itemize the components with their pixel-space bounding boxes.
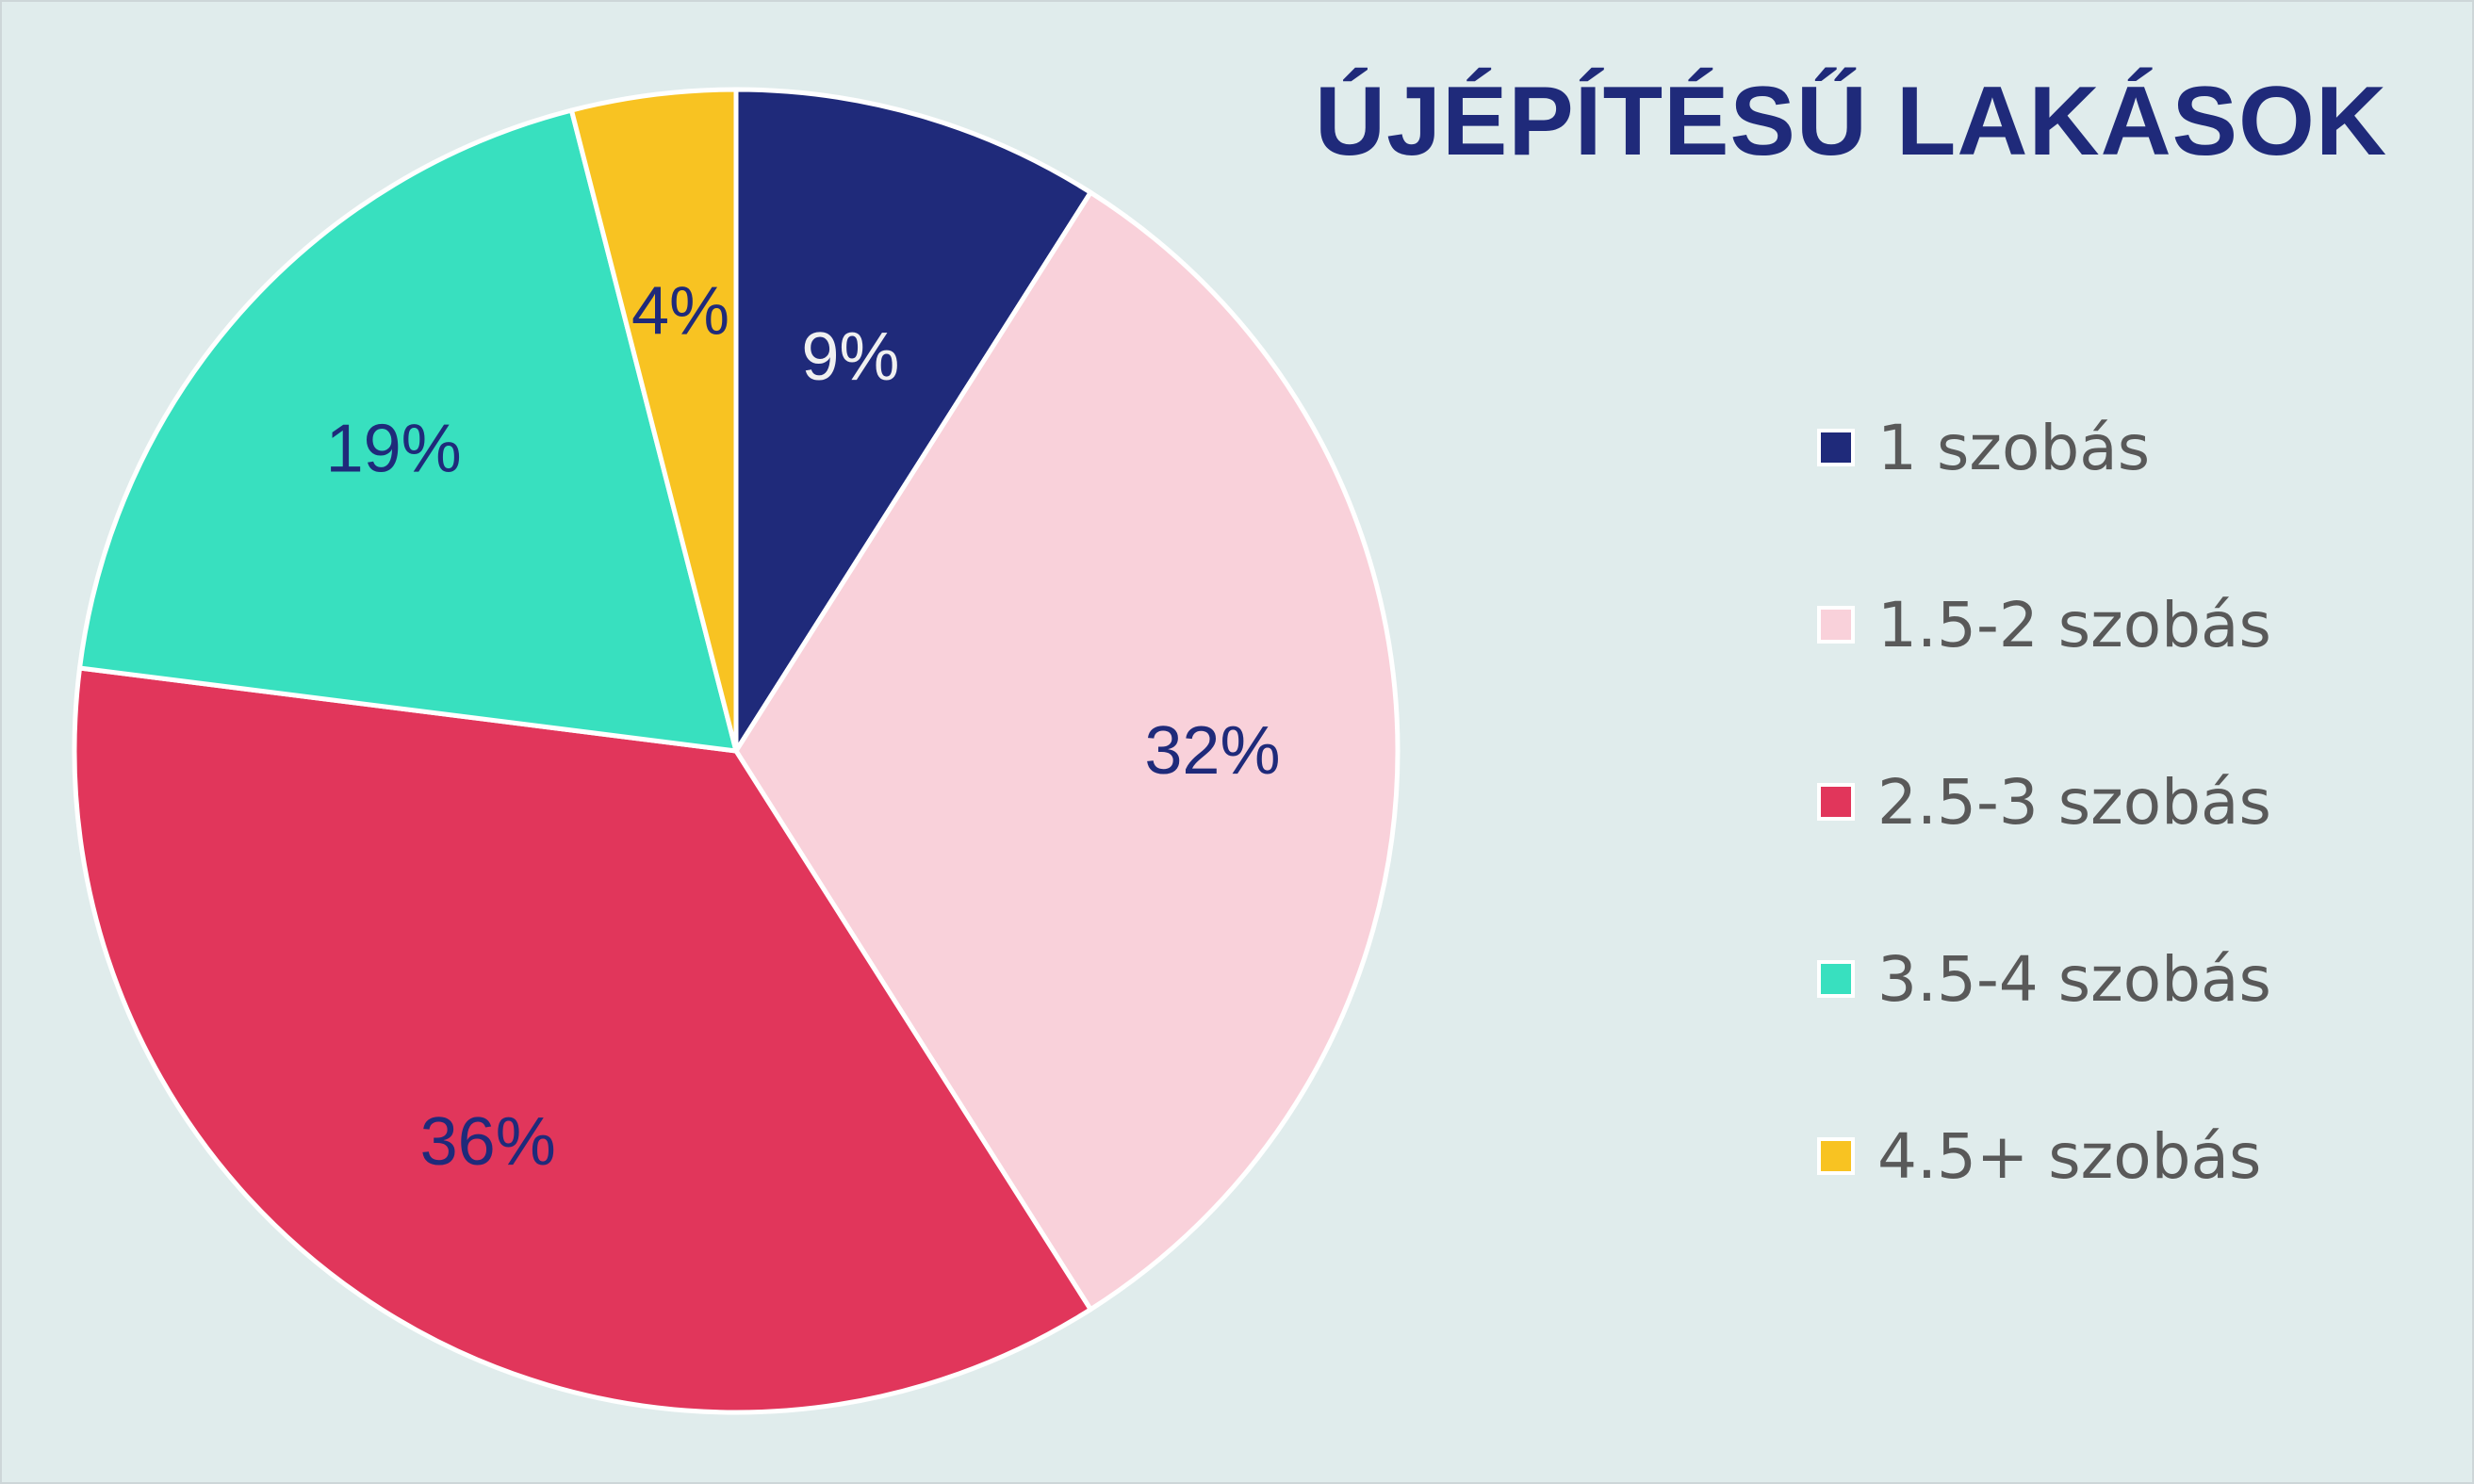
legend-swatch: [1817, 1137, 1855, 1175]
legend-item: 1.5-2 szobás: [1817, 582, 2271, 667]
pie-data-label-5: 4%: [631, 273, 729, 349]
legend-item: 4.5+ szobás: [1817, 1114, 2261, 1199]
pie-slice-4: [77, 107, 739, 754]
legend-swatch: [1817, 783, 1855, 821]
pie-data-label-1: 9%: [801, 319, 899, 395]
legend-swatch: [1817, 606, 1855, 644]
legend-item: 1 szobás: [1817, 405, 2150, 490]
pie-data-label-3: 36%: [420, 1104, 556, 1180]
legend-item: 3.5-4 szobás: [1817, 937, 2271, 1021]
legend-label: 2.5-3 szobás: [1877, 765, 2271, 839]
pie-data-labels: 9% 32% 36% 19% 4%: [326, 273, 1281, 1180]
pie-slice-2: [733, 189, 1401, 1313]
legend-label: 1.5-2 szobás: [1877, 588, 2271, 661]
pie-slices: [72, 87, 1401, 1415]
pie-slice-1: [733, 87, 1093, 754]
legend-swatch: [1817, 429, 1855, 466]
legend-item: 2.5-3 szobás: [1817, 759, 2271, 844]
pie-data-label-2: 32%: [1144, 713, 1280, 789]
pie-slice-3: [72, 665, 1093, 1415]
pie-slice-5: [568, 87, 739, 754]
legend-label: 3.5-4 szobás: [1877, 942, 2271, 1016]
pie-data-label-4: 19%: [326, 412, 462, 487]
legend-swatch: [1817, 960, 1855, 998]
legend-label: 1 szobás: [1877, 411, 2151, 484]
chart-title: ÚJÉPÍTÉSŰ LAKÁSOK: [1315, 67, 2388, 176]
legend-label: 4.5+ szobás: [1877, 1119, 2262, 1193]
